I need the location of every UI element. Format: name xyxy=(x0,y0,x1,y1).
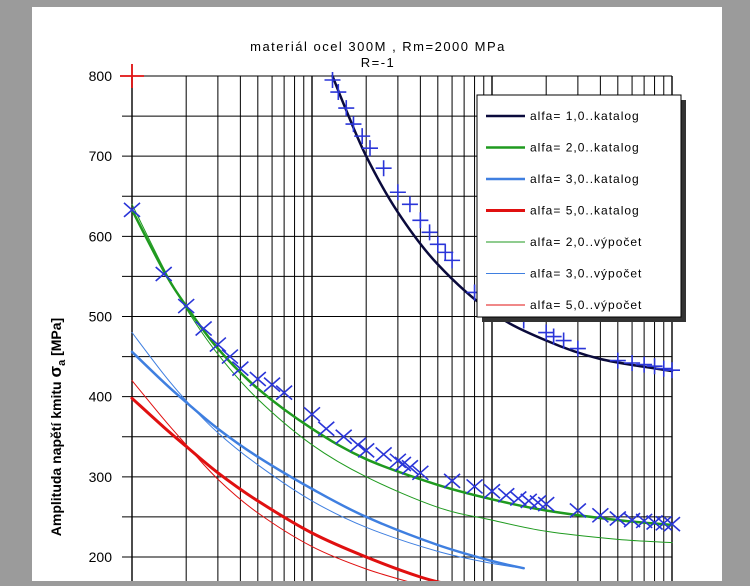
cross-marker xyxy=(655,515,673,531)
plus-marker xyxy=(636,356,653,373)
cross-marker xyxy=(411,465,429,481)
plus-marker xyxy=(401,196,418,213)
series-line-catalog-alfa5 xyxy=(130,396,441,581)
plus-marker xyxy=(324,72,341,89)
cross-marker xyxy=(635,513,653,529)
plus-marker xyxy=(646,358,663,375)
series-line-catalog-alfa1 xyxy=(331,74,674,373)
plus-marker xyxy=(375,160,392,177)
cross-marker xyxy=(663,516,681,532)
series-line-catalog-alfa3 xyxy=(130,350,525,570)
cross-marker xyxy=(195,320,213,337)
plus-marker xyxy=(338,100,355,117)
chart-title: materiál ocel 300M , Rm=2000 MPa xyxy=(250,39,506,54)
cross-marker xyxy=(509,490,527,507)
cross-marker xyxy=(155,266,173,282)
plus-marker xyxy=(437,244,454,261)
legend: alfa= 1,0..katalog alfa= 2,0..katalog alfa… xyxy=(476,94,686,322)
y-axis-label-main: Amplituda napětí kmitu xyxy=(48,378,64,537)
y-tick-label: 800 xyxy=(89,68,113,84)
plus-marker xyxy=(545,328,562,345)
cross-marker xyxy=(263,377,281,393)
y-axis-label-unit: [MPa] xyxy=(48,318,64,360)
cross-marker xyxy=(349,437,367,453)
plus-marker xyxy=(412,212,429,229)
plus-marker xyxy=(330,84,347,101)
plus-marker xyxy=(444,252,461,269)
cross-marker xyxy=(497,487,515,503)
plus-marker xyxy=(361,140,378,157)
cross-marker xyxy=(389,453,407,469)
chart-subtitle: R=-1 xyxy=(361,55,396,70)
cross-marker xyxy=(357,442,375,458)
legend-label: alfa= 1,0..katalog xyxy=(530,109,640,123)
plus-marker xyxy=(429,236,446,253)
cross-marker xyxy=(537,496,555,512)
plus-marker xyxy=(655,360,672,377)
legend-label: alfa= 3,0..výpočet xyxy=(530,267,642,281)
y-tick-label: 200 xyxy=(89,549,113,565)
cross-marker xyxy=(275,385,293,401)
plus-marker xyxy=(569,340,586,357)
cross-marker xyxy=(569,502,587,519)
series-line-calc-alfa5 xyxy=(131,380,408,581)
y-axis-label-symbol: σ xyxy=(46,366,65,378)
legend-label: alfa= 2,0..výpočet xyxy=(530,235,642,249)
y-tick-label: 500 xyxy=(89,309,113,325)
plus-marker xyxy=(421,224,438,241)
plus-marker xyxy=(538,324,555,341)
y-tick-label: 400 xyxy=(89,389,113,405)
cross-marker xyxy=(466,478,484,495)
cross-marker xyxy=(591,507,609,523)
cross-marker xyxy=(209,336,227,353)
cross-marker xyxy=(401,459,419,475)
cross-marker xyxy=(375,446,393,462)
plus-marker xyxy=(609,352,626,369)
cross-marker xyxy=(609,510,627,527)
grid xyxy=(122,75,673,581)
plus-marker xyxy=(624,354,641,371)
plus-marker xyxy=(664,362,680,379)
cross-marker xyxy=(443,473,461,489)
y-tick-label: 700 xyxy=(89,148,113,164)
cross-marker xyxy=(249,371,267,387)
legend-label: alfa= 5,0..výpočet xyxy=(530,298,642,312)
legend-box xyxy=(476,94,682,318)
legend-label: alfa= 5,0..katalog xyxy=(530,204,640,218)
cross-marker xyxy=(483,483,501,499)
legend-label: alfa= 3,0..katalog xyxy=(530,172,640,186)
y-tick-label: 600 xyxy=(89,228,113,244)
cross-marker xyxy=(177,298,195,314)
legend-label: alfa= 2,0..katalog xyxy=(530,141,640,155)
start-marker xyxy=(120,64,144,88)
cross-marker xyxy=(221,348,239,365)
plus-marker xyxy=(555,332,572,349)
series-line-catalog-alfa2 xyxy=(130,208,674,527)
y-tick-label: 300 xyxy=(89,469,113,485)
cross-marker xyxy=(317,421,335,437)
cross-marker xyxy=(123,202,141,218)
plus-marker xyxy=(389,184,406,201)
y-axis-ticks: 200 300 400 500 600 700 800 xyxy=(89,68,113,565)
cross-marker xyxy=(335,429,353,445)
y-axis-label-sub: a xyxy=(56,359,68,366)
plus-marker xyxy=(354,128,371,145)
cross-marker xyxy=(231,361,249,377)
data-markers xyxy=(123,72,681,532)
y-axis-label: Amplituda napětí kmitu σa [MPa] xyxy=(46,318,68,536)
cross-marker xyxy=(303,406,321,422)
plus-marker xyxy=(345,116,362,133)
series-line-calc-alfa3 xyxy=(131,332,525,569)
